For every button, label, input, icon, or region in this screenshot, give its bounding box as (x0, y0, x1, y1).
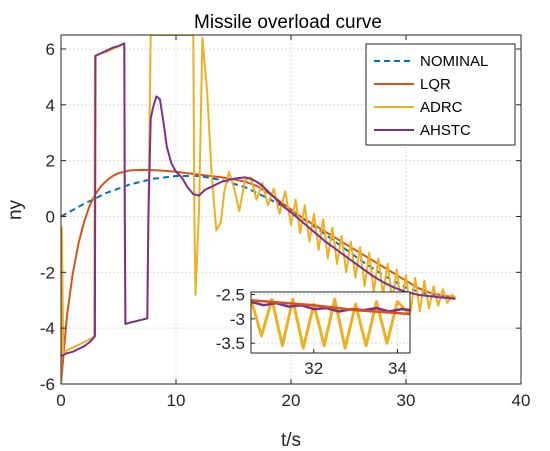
y-tick-label-2: -2 (40, 263, 55, 282)
inset-series-lines (251, 297, 410, 350)
chart-title: Missile overload curve (194, 12, 382, 33)
inset-zoom-plot: 32 34 -2.5 -3 -3.5 (216, 285, 411, 378)
x-tick-label-0: 0 (56, 391, 65, 410)
series-line-nominal (61, 175, 456, 300)
inset-y-ticks: -2.5 -3 -3.5 (216, 285, 255, 353)
y-tick-label-4: 2 (46, 152, 55, 171)
x-tick-label-2: 20 (282, 391, 301, 410)
inset-series-line-ahstc (251, 300, 410, 313)
series-line-lqr (61, 168, 456, 384)
inset-grid-lines (251, 292, 410, 353)
x-axis-ticks: 0 10 20 30 40 (56, 35, 530, 410)
x-tick-label-3: 30 (397, 391, 416, 410)
inset-x-ticks: 32 34 (304, 349, 407, 378)
series-line-ahstc (61, 42, 456, 358)
inset-y-tick-label-1: -3 (230, 310, 245, 329)
inset-y-tick-label-0: -2.5 (216, 285, 245, 304)
x-tick-label-1: 10 (167, 391, 186, 410)
inset-x-tick-label-1: 34 (388, 359, 407, 378)
inset-x-tick-label-0: 32 (304, 359, 323, 378)
inset-series-line-lqr (251, 299, 410, 316)
x-tick-label-4: 40 (512, 391, 531, 410)
legend: NOMINAL LQR ADRC AHSTC (365, 43, 516, 146)
y-tick-label-5: 4 (46, 96, 55, 115)
y-tick-label-1: -4 (40, 319, 55, 338)
x-axis-label: t/s (281, 430, 301, 451)
inset-frame (250, 291, 411, 354)
legend-label-lqr: LQR (420, 76, 451, 93)
legend-box (365, 43, 516, 146)
legend-label-ahstc: AHSTC (420, 122, 471, 139)
inset-y-tick-label-2: -3.5 (216, 334, 245, 353)
inset-series-line-adrc (251, 297, 410, 350)
y-axis-ticks: -6 -4 -2 0 2 4 6 (40, 40, 521, 394)
y-tick-label-6: 6 (46, 40, 55, 59)
series-lines (61, 35, 457, 384)
legend-label-nominal: NOMINAL (420, 53, 488, 70)
y-tick-label-0: -6 (40, 375, 55, 394)
legend-label-adrc: ADRC (420, 99, 463, 116)
y-tick-label-3: 0 (46, 207, 55, 226)
y-axis-label: ny (5, 199, 26, 220)
